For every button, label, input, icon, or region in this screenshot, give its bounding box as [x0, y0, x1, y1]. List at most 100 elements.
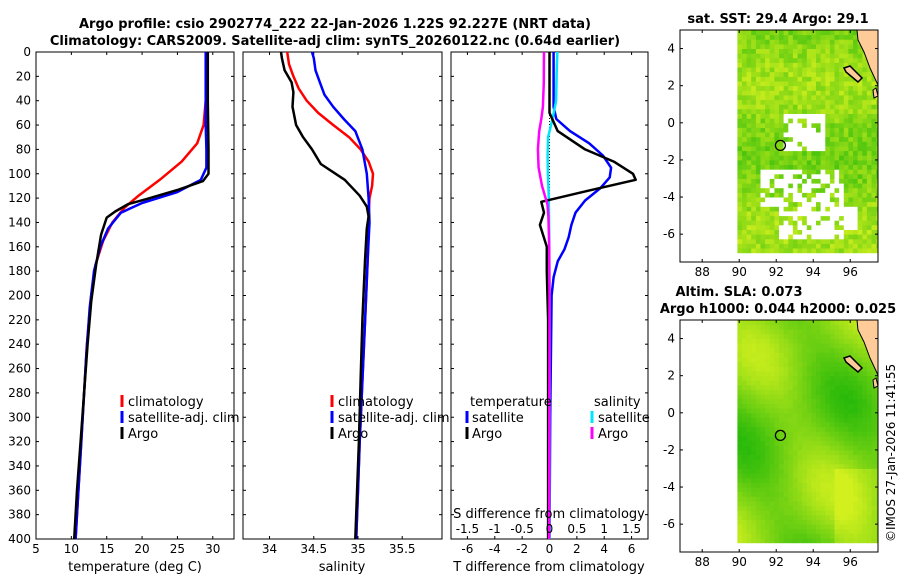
- sst-cell: [746, 169, 752, 175]
- sst-cell: [751, 71, 757, 77]
- sst-cell: [760, 118, 766, 124]
- sst-cell: [871, 169, 877, 175]
- sla-cell: [746, 528, 752, 534]
- sla-cell: [765, 533, 771, 539]
- sst-cell: [829, 127, 835, 133]
- sst-cell: [820, 113, 826, 119]
- sst-cell: [857, 155, 863, 161]
- sla-cell: [769, 385, 775, 391]
- sla-cell: [769, 394, 775, 400]
- sla-cell: [848, 426, 854, 432]
- sla-cell: [862, 385, 868, 391]
- sst-cell: [816, 85, 822, 91]
- sla-cell: [769, 477, 775, 483]
- sla-cell: [755, 375, 761, 381]
- sst-cell: [871, 146, 877, 152]
- sla-cell: [788, 473, 794, 479]
- sst-cell: [779, 164, 785, 170]
- sla-cell: [862, 422, 868, 428]
- sst-cell: [811, 206, 817, 212]
- sst-cell: [774, 39, 780, 45]
- sla-cell: [839, 473, 845, 479]
- sla-cell: [857, 514, 863, 520]
- sla-cell: [811, 412, 817, 418]
- sla-cell: [857, 347, 863, 353]
- sst-cell: [769, 67, 775, 73]
- sla-cell: [788, 487, 794, 493]
- sla-cell: [751, 338, 757, 344]
- sst-cell: [853, 201, 859, 207]
- sla-cell: [871, 496, 877, 502]
- sst-cell: [857, 81, 863, 87]
- sst-cell: [862, 118, 868, 124]
- sla-cell: [816, 445, 822, 451]
- sla-cell: [802, 343, 808, 349]
- sla-cell: [765, 454, 771, 460]
- sla-cell: [834, 449, 840, 455]
- sst-cell: [834, 99, 840, 105]
- sst-cell: [843, 122, 849, 128]
- sst-cell: [811, 146, 817, 152]
- sst-cell: [816, 95, 822, 101]
- sla-cell: [742, 329, 748, 335]
- sst-cell: [792, 81, 798, 87]
- sst-cell: [802, 53, 808, 59]
- sla-cell: [825, 463, 831, 469]
- sla-cell: [797, 449, 803, 455]
- sst-cell: [834, 108, 840, 114]
- sla-cell: [737, 371, 743, 377]
- sst-cell: [783, 155, 789, 161]
- sst-cell: [774, 141, 780, 147]
- sst-cell: [774, 215, 780, 221]
- sla-cell: [788, 375, 794, 381]
- sla-cell: [857, 343, 863, 349]
- sst-cell: [820, 243, 826, 249]
- sla-cell: [862, 347, 868, 353]
- sla-cell: [829, 445, 835, 451]
- sla-cell: [843, 375, 849, 381]
- sst-cell: [829, 122, 835, 128]
- sla-cell: [751, 454, 757, 460]
- sla-cell: [779, 482, 785, 488]
- sla-cell: [811, 533, 817, 539]
- sst-cell: [760, 53, 766, 59]
- sst-cell: [774, 234, 780, 240]
- sst-cell: [848, 85, 854, 91]
- sst-cell: [774, 238, 780, 244]
- sla-cell: [760, 417, 766, 423]
- sst-cell: [769, 104, 775, 110]
- sla-cell: [843, 468, 849, 474]
- sst-cell: [825, 211, 831, 217]
- x-tick-label: 10: [64, 542, 79, 556]
- sla-cell: [742, 491, 748, 497]
- sst-cell: [769, 141, 775, 147]
- sla-cell: [760, 324, 766, 330]
- sst-cell: [755, 141, 761, 147]
- sla-cell: [742, 343, 748, 349]
- sst-cell: [820, 169, 826, 175]
- sla-cell: [871, 501, 877, 507]
- sla-cell: [829, 366, 835, 372]
- sla-cell: [857, 431, 863, 437]
- sla-cell: [825, 468, 831, 474]
- sst-cell: [848, 104, 854, 110]
- sst-cell: [825, 76, 831, 82]
- sla-cell: [769, 361, 775, 367]
- legend-label-s-satellite: satellite: [598, 411, 650, 426]
- sst-cell: [811, 95, 817, 101]
- sla-cell: [811, 417, 817, 423]
- y-tick-label: 20: [16, 69, 31, 83]
- sst-cell: [783, 220, 789, 226]
- sst-cell: [857, 90, 863, 96]
- sla-cell: [746, 487, 752, 493]
- sla-cell: [829, 468, 835, 474]
- sst-cell: [806, 211, 812, 217]
- sla-cell: [783, 338, 789, 344]
- sla-cell: [755, 385, 761, 391]
- sst-cell: [820, 201, 826, 207]
- sla-cell: [737, 473, 743, 479]
- sla-cell: [755, 519, 761, 525]
- sst-float-marker: [774, 139, 787, 152]
- sst-cell: [876, 178, 878, 184]
- sla-cell: [769, 408, 775, 414]
